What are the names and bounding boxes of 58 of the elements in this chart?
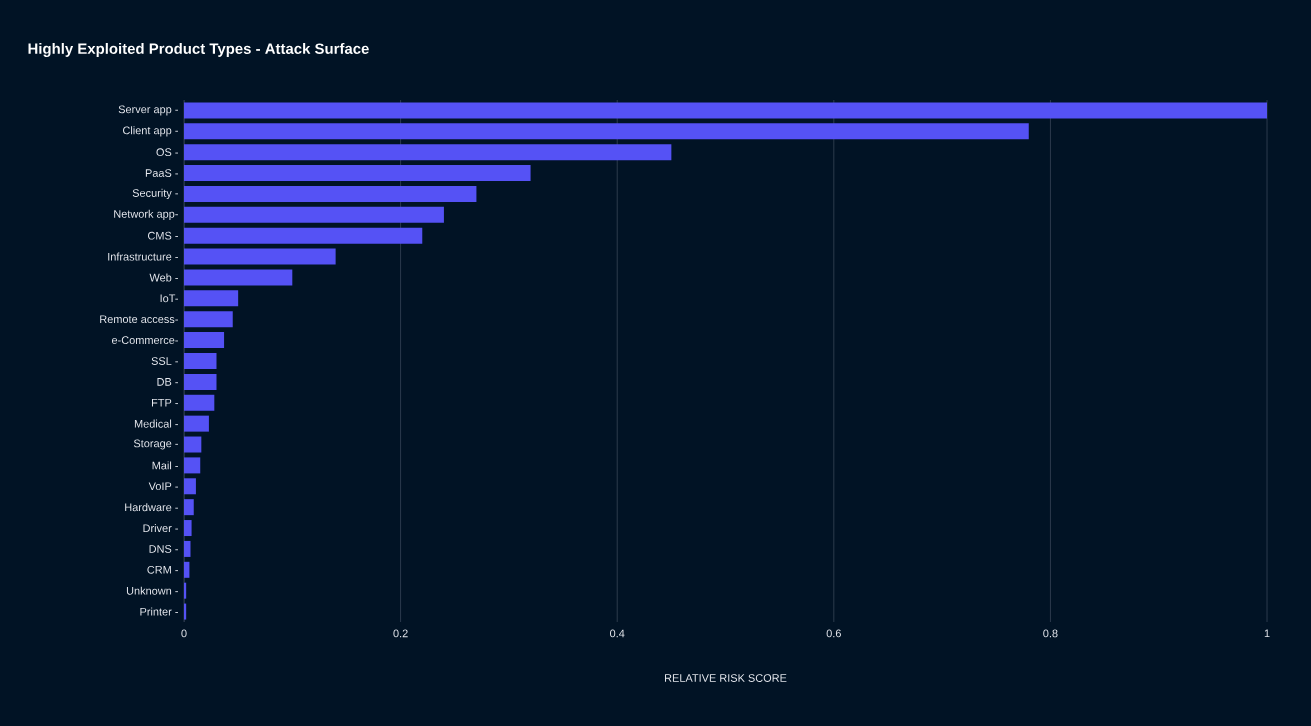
y-tick-label: Security - [132, 188, 178, 200]
bar [184, 185, 477, 202]
bar [184, 353, 217, 369]
bar [184, 603, 187, 620]
bar [184, 290, 239, 307]
y-tick-label: Unknown - [126, 586, 178, 595]
x-axis-title: RELATIVE RISK SCORE [665, 674, 787, 682]
x-tick-label: 0.8 [1043, 629, 1058, 638]
bar [184, 269, 293, 286]
bar [184, 582, 187, 599]
y-tick-label: CMS - [148, 231, 178, 240]
x-tick-label: 0.6 [826, 629, 841, 638]
y-tick-label: Medical - [134, 419, 178, 428]
bar [184, 499, 194, 516]
bar [184, 478, 196, 495]
bar [184, 102, 1268, 119]
y-tick-label: e-Commerce- [111, 336, 178, 344]
y-tick-label: CRM - [147, 565, 178, 574]
bar [184, 123, 1029, 140]
bar [184, 206, 444, 223]
y-tick-label: Driver - [143, 524, 178, 533]
y-tick-label: Printer - [140, 607, 178, 616]
y-tick-label: FTP - [152, 399, 178, 407]
y-tick-label: Web - [149, 273, 178, 282]
y-tick-label: Client app - [123, 126, 178, 137]
bar [184, 436, 202, 453]
y-tick-label: VoIP - [148, 482, 178, 491]
y-tick-label: Remote access- [100, 315, 178, 324]
bar [184, 415, 209, 432]
bar [184, 144, 672, 161]
chart-title: Highly Exploited Product Types - Attack Surface [28, 42, 369, 57]
y-tick-label: DNS - [149, 545, 178, 553]
y-tick-label: IoT- [160, 294, 178, 303]
y-tick-label: Storage - [133, 439, 178, 450]
bar [184, 394, 215, 411]
x-tick-label: 0.4 [610, 629, 625, 638]
bar [184, 248, 336, 265]
bar [184, 520, 192, 537]
y-tick-label: SSL - [151, 357, 178, 365]
y-tick-label: PaaS - [145, 169, 178, 177]
y-tick-label: OS - [156, 148, 178, 157]
y-tick-label: Infrastructure - [108, 252, 178, 261]
bar [184, 457, 201, 474]
x-tick-label: 1 [1264, 629, 1270, 638]
y-tick-label: Server app - [118, 105, 178, 116]
bar [184, 373, 217, 390]
x-tick-label: 0.2 [393, 629, 408, 638]
bar [184, 227, 423, 244]
y-tick-label: DB - [157, 378, 178, 386]
y-tick-label: Hardware - [125, 503, 178, 512]
x-tick-label: 0 [181, 629, 187, 638]
bar [184, 311, 233, 328]
y-tick-label: Mail - [152, 461, 178, 470]
bar [184, 165, 531, 182]
bar [184, 561, 190, 578]
bar [184, 332, 225, 349]
y-tick-label: Network app- [114, 209, 178, 220]
bar [184, 540, 191, 557]
